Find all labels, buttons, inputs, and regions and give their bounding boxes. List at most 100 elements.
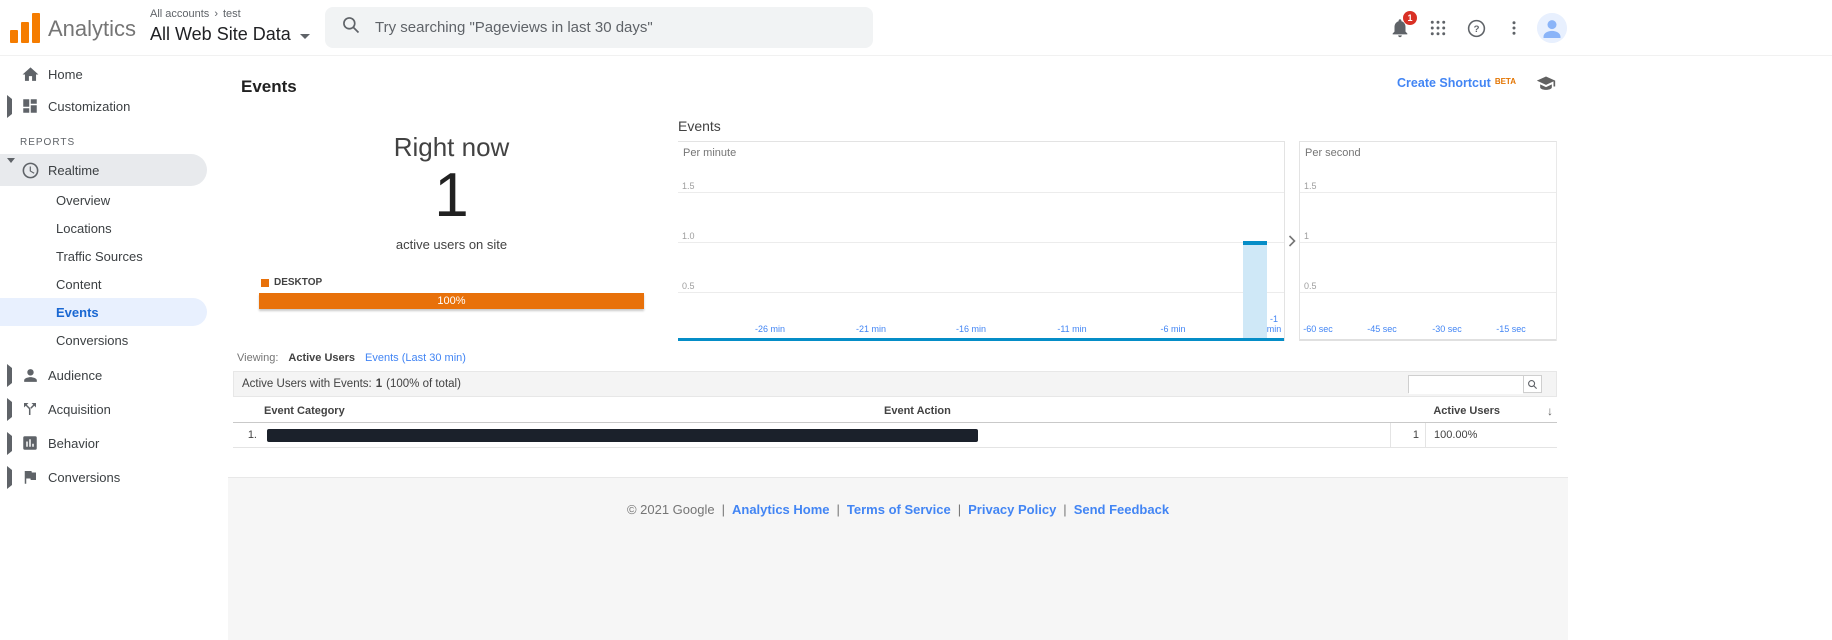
chevron-right-icon[interactable] <box>7 363 12 387</box>
sidebar-item-realtime-overview[interactable]: Overview <box>0 186 228 214</box>
gridline <box>678 192 1284 193</box>
sidebar-item-realtime[interactable]: Realtime <box>0 154 207 186</box>
chevron-down-icon <box>299 33 310 39</box>
x-tick-label: -1 min <box>1266 314 1282 334</box>
create-shortcut: Create Shortcut BETA <box>1397 76 1556 99</box>
global-search <box>325 7 873 48</box>
sidebar-item-realtime-events[interactable]: Events <box>0 298 207 326</box>
viewing-label: Viewing: <box>237 352 279 364</box>
footer-band: © 2021 Google | Analytics Home | Terms o… <box>228 477 1568 640</box>
footer-link-terms[interactable]: Terms of Service <box>846 502 951 517</box>
person-icon <box>20 365 40 385</box>
footer-link-analytics-home[interactable]: Analytics Home <box>731 502 830 517</box>
sidebar-item-audience[interactable]: Audience <box>0 358 228 392</box>
notification-badge: 1 <box>1403 11 1417 25</box>
property-selector[interactable]: All Web Site Data <box>150 24 310 45</box>
table-filter <box>1408 375 1524 394</box>
active-users-subtitle: active users on site <box>395 237 508 252</box>
table-filter-search-button[interactable] <box>1524 375 1542 393</box>
home-icon <box>20 64 40 84</box>
sidebar-item-label: Content <box>56 276 102 292</box>
sidebar-item-label: Conversions <box>56 332 129 348</box>
chevron-right-icon[interactable] <box>7 397 12 421</box>
chevron-right-icon[interactable] <box>7 465 12 489</box>
sidebar-item-label: Customization <box>48 98 131 114</box>
column-active-users[interactable]: Active Users <box>1433 405 1500 417</box>
gridline <box>1300 242 1556 243</box>
viewing-tabs: Viewing: Active Users Events (Last 30 mi… <box>237 352 466 364</box>
gridline <box>678 242 1284 243</box>
help-button[interactable]: ? <box>1461 11 1491 45</box>
footer-separator: | <box>1063 502 1067 517</box>
x-tick-label: -11 min <box>1057 324 1087 334</box>
table-row: 1. 1 100.00% <box>233 423 1557 448</box>
chevron-right-icon[interactable] <box>7 94 12 118</box>
sidebar-item-realtime-content[interactable]: Content <box>0 270 228 298</box>
analytics-logo-icon <box>10 12 40 43</box>
sidebar-item-home[interactable]: Home <box>0 58 228 90</box>
per-minute-label: Per minute <box>683 147 737 159</box>
sidebar-item-label: Conversions <box>48 469 121 485</box>
chevron-right-icon <box>1288 235 1296 247</box>
sidebar-item-behavior[interactable]: Behavior <box>0 426 228 460</box>
analytics-logo[interactable]: Analytics <box>10 12 136 43</box>
app-name: Analytics <box>48 16 137 41</box>
customization-icon <box>20 96 40 116</box>
desktop-percent-bar: 100% <box>259 293 644 309</box>
more-options-button[interactable] <box>1499 11 1529 45</box>
chevron-right-icon[interactable] <box>7 431 12 455</box>
sidebar-item-label: Home <box>48 66 83 82</box>
footer-link-privacy[interactable]: Privacy Policy <box>968 502 1057 517</box>
events-chart-title: Events <box>678 118 721 134</box>
breadcrumb-all-accounts[interactable]: All accounts <box>150 8 210 20</box>
x-axis-baseline <box>1300 339 1556 341</box>
search-input[interactable] <box>375 19 857 36</box>
x-tick-label: -15 sec <box>1496 324 1526 334</box>
summary-count: 1 <box>375 378 383 390</box>
sidebar-item-label: Acquisition <box>48 401 111 417</box>
footer-link-feedback[interactable]: Send Feedback <box>1073 502 1170 517</box>
top-bar: Analytics All accounts › test All Web Si… <box>0 0 1832 56</box>
event-bar <box>1243 241 1267 338</box>
clock-icon <box>20 160 40 180</box>
sidebar-item-realtime-locations[interactable]: Locations <box>0 214 228 242</box>
x-tick-label: -16 min <box>955 324 987 334</box>
sidebar-item-acquisition[interactable]: Acquisition <box>0 392 228 426</box>
sidebar-item-label: Audience <box>48 367 103 383</box>
sidebar-item-label: Behavior <box>48 435 100 451</box>
y-tick-label: 0.5 <box>682 281 695 291</box>
gridline <box>678 292 1284 293</box>
footer: © 2021 Google | Analytics Home | Terms o… <box>228 502 1568 517</box>
tab-events-last-30-min[interactable]: Events (Last 30 min) <box>365 352 466 364</box>
sidebar-item-conversions[interactable]: Conversions <box>0 460 228 494</box>
table-filter-input[interactable] <box>1409 378 1523 394</box>
x-tick-label: -6 min <box>1160 324 1186 334</box>
sidebar-item-customization[interactable]: Customization <box>0 90 228 122</box>
sidebar-item-realtime-traffic-sources[interactable]: Traffic Sources <box>0 242 228 270</box>
device-legend: DESKTOP <box>261 277 322 288</box>
svg-text:?: ? <box>1473 24 1479 35</box>
account-avatar[interactable] <box>1537 11 1567 45</box>
breadcrumb-account[interactable]: test <box>222 8 241 20</box>
footer-separator: | <box>721 502 725 517</box>
device-label: DESKTOP <box>274 277 323 288</box>
avatar-icon <box>1537 13 1567 43</box>
page-title: Events <box>241 77 297 96</box>
chevron-down-icon[interactable] <box>7 157 15 178</box>
per-second-label: Per second <box>1305 147 1361 159</box>
create-shortcut-button[interactable]: Create Shortcut <box>1397 76 1491 90</box>
summary-bar: Active Users with Events: 1 (100% of tot… <box>233 371 1557 397</box>
x-tick-label: -60 sec <box>1303 324 1333 334</box>
sort-descending-icon[interactable]: ↓ <box>1547 404 1553 418</box>
chart-collapse-handle[interactable] <box>1285 141 1299 341</box>
graduation-cap-icon[interactable] <box>1536 74 1556 99</box>
apps-grid-button[interactable] <box>1423 11 1453 45</box>
x-tick-label: -30 sec <box>1432 324 1462 334</box>
table-header-row: Event Category Event Action Active Users… <box>233 400 1557 423</box>
tab-active-users[interactable]: Active Users <box>288 352 356 364</box>
per-minute-chart: Per minute 1.5 1.0 0.5 -26 min -21 min -… <box>678 141 1285 341</box>
notifications-button[interactable]: 1 <box>1385 11 1417 45</box>
gridline <box>1300 192 1556 193</box>
sidebar-item-realtime-conversions[interactable]: Conversions <box>0 326 228 354</box>
